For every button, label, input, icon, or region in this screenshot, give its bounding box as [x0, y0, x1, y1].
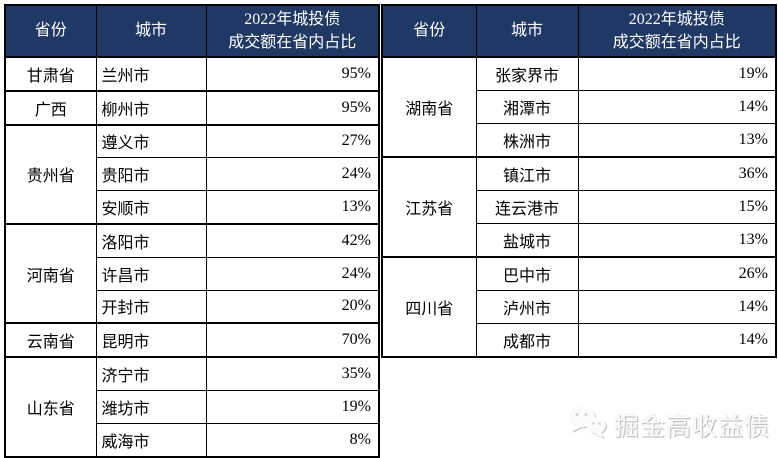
pct-cell: 15%	[577, 190, 777, 224]
province-cell: 甘肃省	[4, 56, 97, 92]
watermark-text: 掘金高收益债	[613, 413, 770, 441]
table-row: 株洲市 13%	[382, 123, 777, 158]
city-cell: 张家界市	[475, 56, 579, 91]
province-cell: 云南省	[4, 322, 97, 359]
table-row: 潍坊市 19%	[5, 389, 380, 424]
province-cell: 贵州省	[4, 123, 97, 225]
city-cell: 泸州市	[475, 290, 579, 324]
city-cell: 巴中市	[475, 256, 579, 291]
table-row: 泸州市 14%	[382, 290, 777, 324]
pct-cell: 42%	[205, 222, 380, 258]
pct-cell: 13%	[205, 190, 380, 225]
table-row: 山东省 济宁市 35%	[4, 356, 380, 458]
city-cell: 贵阳市	[95, 157, 207, 192]
pct-header-cell: 2022年城投债 成交额在省内占比	[577, 4, 777, 58]
pct-cell: 95%	[205, 89, 380, 126]
bond-share-table-right: 省份 城市 2022年城投债 成交额在省内占比 湖南省 张家界市 19% 湘潭市 14% 株洲市 1…	[381, 4, 777, 358]
pct-cell: 14%	[577, 323, 777, 358]
city-cell: 济宁市	[95, 356, 207, 391]
province-cell: 四川省	[381, 256, 477, 358]
city-cell: 连云港市	[475, 190, 579, 224]
pct-cell: 70%	[205, 322, 380, 358]
city-cell: 柳州市	[95, 89, 207, 126]
table-row: 贵阳市 24%	[5, 157, 380, 192]
pct-cell: 19%	[577, 56, 777, 91]
city-cell: 许昌市	[95, 256, 207, 291]
pct-cell: 95%	[205, 56, 380, 92]
city-cell: 昆明市	[95, 322, 207, 358]
pct-cell: 14%	[577, 90, 777, 124]
table-row: 湖南省 张家界市 19%	[381, 56, 777, 158]
header-row: 省份 城市 2022年城投债 成交额在省内占比	[381, 4, 777, 58]
city-cell: 镇江市	[475, 156, 579, 191]
pct-cell: 36%	[577, 156, 777, 191]
province-cell: 湖南省	[381, 56, 477, 158]
table-row: 贵州省 遵义市 27%	[4, 123, 380, 225]
table-row: 威海市 8%	[5, 422, 380, 458]
city-header-cell: 城市	[475, 4, 579, 58]
province-cell: 河南省	[4, 222, 97, 325]
table-row: 安顺市 13%	[5, 190, 380, 225]
pct-header-line2: 成交额在省内占比	[612, 34, 741, 51]
city-cell: 湘潭市	[475, 90, 579, 124]
city-cell: 遵义市	[95, 123, 207, 159]
pct-cell: 24%	[205, 157, 380, 192]
city-header-cell: 城市	[95, 4, 207, 58]
wechat-icon	[567, 403, 607, 446]
pct-header-cell: 2022年城投债 成交额在省内占比	[205, 4, 380, 58]
province-cell: 江苏省	[381, 156, 477, 258]
pct-header-line2: 成交额在省内占比	[228, 34, 357, 51]
pct-cell: 19%	[205, 389, 380, 424]
pct-cell: 20%	[205, 289, 380, 324]
table-row: 成都市 14%	[382, 323, 777, 358]
pct-cell: 35%	[205, 356, 380, 391]
city-cell: 兰州市	[95, 56, 207, 92]
table-row: 江苏省 镇江市 36%	[381, 156, 777, 258]
watermark: 掘金高收益债	[567, 403, 770, 446]
pct-cell: 13%	[577, 223, 777, 258]
table-row: 广西 柳州市 95%	[4, 89, 380, 126]
table-row: 甘肃省 兰州市 95%	[4, 56, 380, 92]
table-row: 许昌市 24%	[5, 256, 380, 291]
province-cell: 广西	[4, 89, 97, 126]
bond-share-table-left: 省份 城市 2022年城投债 成交额在省内占比 甘肃省 兰州市 95% 广西 柳州市 95% 贵州省…	[4, 4, 380, 458]
pct-header-line1: 2022年城投债	[628, 10, 725, 28]
table-row: 河南省 洛阳市 42%	[4, 222, 380, 325]
city-cell: 洛阳市	[95, 222, 207, 258]
city-cell: 威海市	[95, 422, 207, 458]
city-cell: 开封市	[95, 289, 207, 324]
table-row: 连云港市 15%	[382, 190, 777, 224]
city-cell: 潍坊市	[95, 389, 207, 424]
city-cell: 株洲市	[475, 123, 579, 158]
province-header-cell: 省份	[4, 4, 97, 58]
city-cell: 盐城市	[475, 223, 579, 258]
table-row: 四川省 巴中市 26%	[381, 256, 777, 358]
table-row: 云南省 昆明市 70%	[4, 322, 380, 359]
header-row: 省份 城市 2022年城投债 成交额在省内占比	[4, 4, 380, 58]
province-header-cell: 省份	[381, 4, 477, 58]
province-cell: 山东省	[4, 356, 97, 458]
pct-cell: 13%	[577, 123, 777, 158]
pct-cell: 14%	[577, 290, 777, 324]
pct-cell: 8%	[205, 422, 380, 458]
city-cell: 安顺市	[95, 190, 207, 225]
pct-cell: 27%	[205, 123, 380, 159]
table-row: 湘潭市 14%	[382, 90, 777, 124]
pct-header-line1: 2022年城投债	[244, 10, 341, 28]
table-row: 盐城市 13%	[382, 223, 777, 258]
table-row: 开封市 20%	[5, 289, 380, 324]
city-cell: 成都市	[475, 323, 579, 358]
pct-cell: 24%	[205, 256, 380, 291]
pct-cell: 26%	[577, 256, 777, 291]
